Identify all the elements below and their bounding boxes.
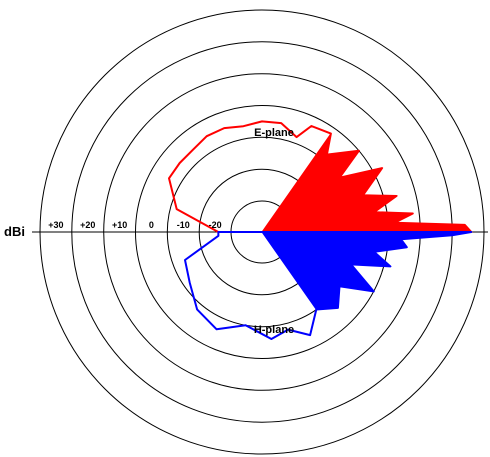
lobe-fill-e-plane <box>261 133 473 233</box>
ring-tick-label: 0 <box>149 220 154 230</box>
series-label-e-plane: E-plane <box>254 127 294 139</box>
ring-tick-label: -10 <box>177 220 190 230</box>
series-label-h-plane: H-plane <box>254 324 294 336</box>
ring-tick-label: -20 <box>209 220 222 230</box>
radiation-lobes <box>168 120 473 340</box>
unit-label: dBi <box>4 224 25 239</box>
lobe-fill-h-plane <box>261 231 472 311</box>
ring-tick-label: +10 <box>112 220 127 230</box>
ring-tick-label: +30 <box>48 220 63 230</box>
ring-tick-label: +20 <box>80 220 95 230</box>
ring-tick-labels: +30 +20 +10 0 -10 -20 <box>48 220 221 230</box>
